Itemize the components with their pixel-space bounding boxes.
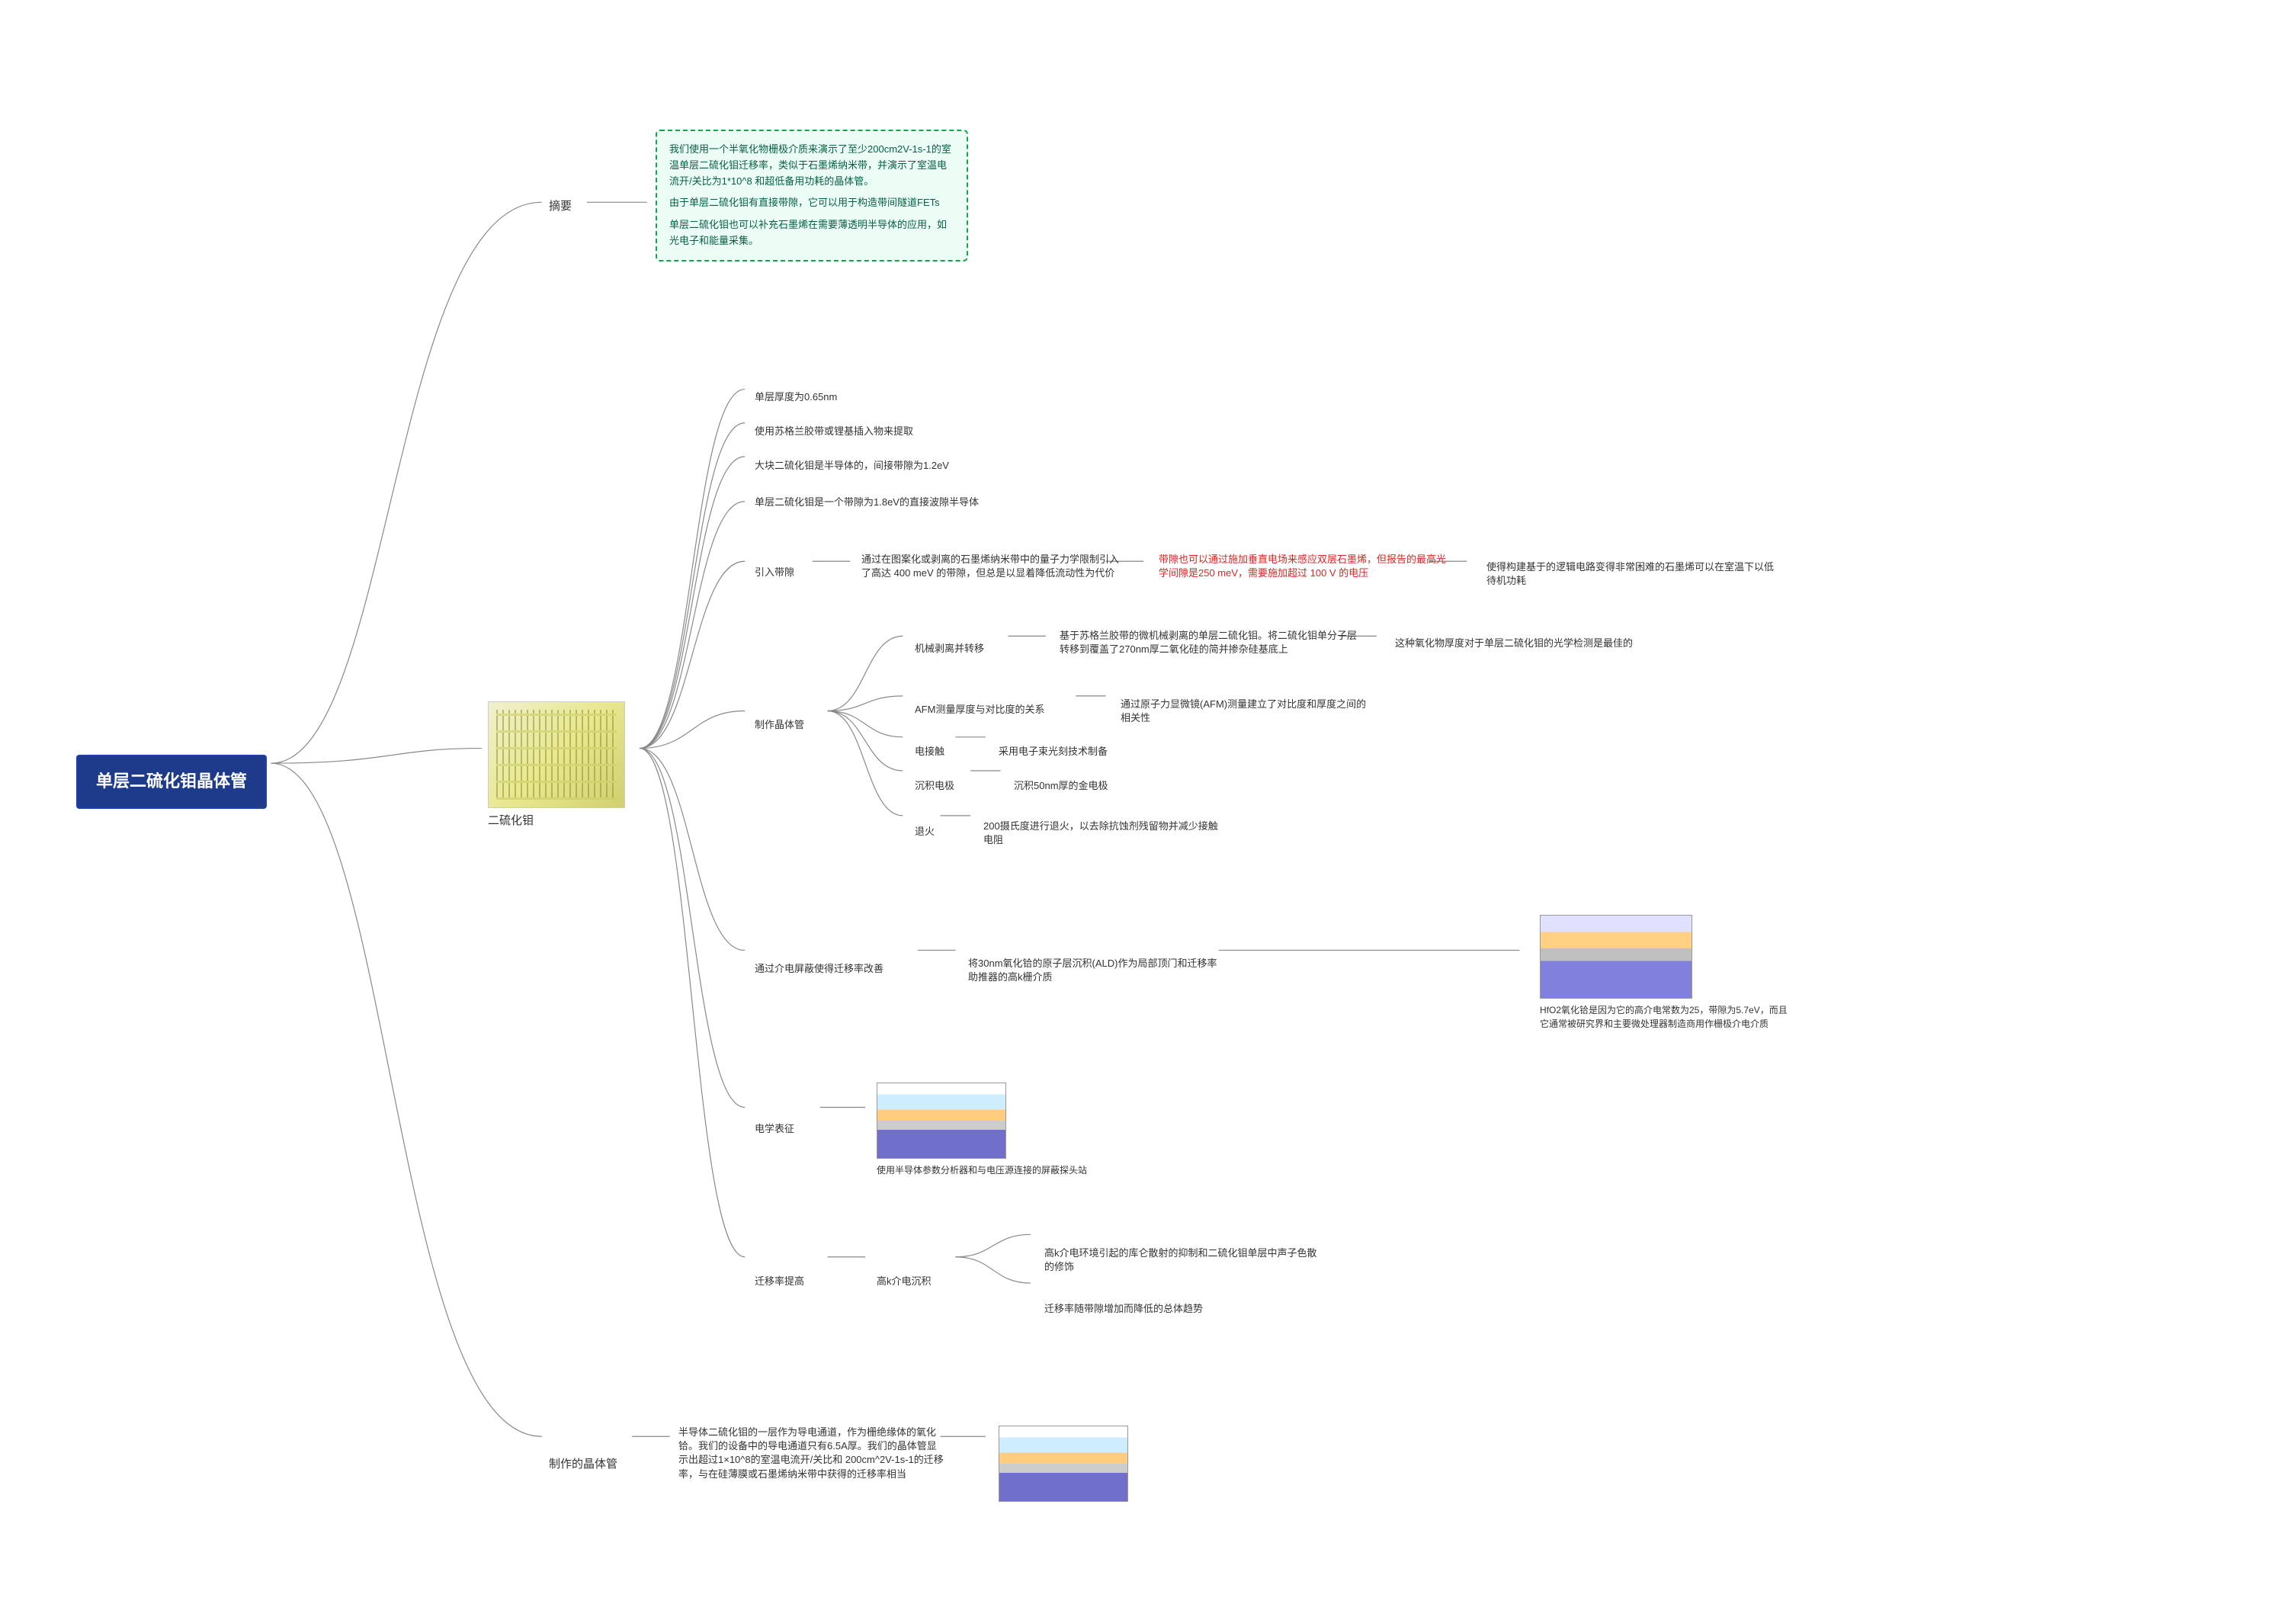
fab-mech-label[interactable]: 机械剥离并转移	[915, 642, 984, 656]
fab-afm-n1: 通过原子力显微镜(AFM)测量建立了对比度和厚度之间的相关性	[1121, 698, 1372, 725]
mos2-structure-image	[488, 701, 625, 808]
fab-contact-label[interactable]: 电接触	[915, 745, 944, 759]
fab-afm-label[interactable]: AFM测量厚度与对比度的关系	[915, 703, 1044, 717]
mos2-label: 二硫化钼	[488, 813, 625, 829]
fab-mech-n1: 基于苏格兰胶带的微机械剥离的单层二硫化钼。将二硫化钼单分子层转移到覆盖了270n…	[1060, 629, 1357, 656]
echar-label[interactable]: 电学表征	[755, 1122, 794, 1136]
mobup-sub[interactable]: 高k介电沉积	[877, 1275, 932, 1288]
mobup-n2: 迁移率随带隙增加而降低的总体趋势	[1044, 1302, 1203, 1316]
abstract-p3: 单层二硫化钼也可以补充石墨烯在需要薄透明半导体的应用，如光电子和能量采集。	[669, 217, 954, 249]
fab-anneal-label[interactable]: 退火	[915, 825, 935, 839]
branch-made[interactable]: 制作的晶体管	[549, 1456, 617, 1472]
device-3d-image	[1540, 915, 1692, 999]
branch-abstract[interactable]: 摘要	[549, 198, 572, 214]
mobility-caption: HfO2氧化铪是因为它的高介电常数为25，带隙为5.7eV，而且它通常被研究界和…	[1540, 1003, 1791, 1031]
fab-electrode-n1: 沉积50nm厚的金电极	[1014, 779, 1108, 793]
mobility-n1: 将30nm氧化铪的原子层沉积(ALD)作为局部顶门和迁移率助推器的高k栅介质	[968, 957, 1220, 984]
fab-mech-n2: 这种氧化物厚度对于单层二硫化钼的光学检测是最佳的	[1395, 637, 1633, 650]
mindmap-root-container: 单层二硫化钼晶体管 摘要 我们使用一个半氧化物栅极介质来演示了至少200cm2V…	[15, 15, 2281, 1605]
abstract-p2: 由于单层二硫化钼有直接带隙，它可以用于构造带间隧道FETs	[669, 195, 954, 211]
gap-n1: 通过在图案化或剥离的石墨烯纳米带中的量子力学限制引入了高达 400 meV 的带…	[861, 553, 1121, 580]
mos2-bulk: 大块二硫化钼是半导体的，间接带隙为1.2eV	[755, 459, 949, 473]
device-cross-section-1	[877, 1083, 1006, 1159]
abstract-label: 摘要	[549, 200, 572, 213]
made-desc: 半导体二硫化钼的一层作为导电通道，作为栅绝缘体的氧化铪。我们的设备中的导电通道只…	[678, 1426, 945, 1481]
abstract-box: 我们使用一个半氧化物栅极介质来演示了至少200cm2V-1s-1的室温单层二硫化…	[656, 130, 968, 261]
mos2-mono: 单层二硫化钼是一个带隙为1.8eV的直接波隙半导体	[755, 496, 979, 509]
fab-contact-n1: 采用电子束光刻技术制备	[999, 745, 1108, 759]
root-node[interactable]: 单层二硫化钼晶体管	[76, 755, 267, 809]
gap-label[interactable]: 引入带隙	[755, 566, 794, 579]
mobup-n1: 高k介电环境引起的库仑散射的抑制和二硫化钼单层中声子色散的修饰	[1044, 1246, 1319, 1274]
root-title: 单层二硫化钼晶体管	[96, 772, 247, 791]
made-label: 制作的晶体管	[549, 1458, 617, 1471]
fab-anneal-n1: 200摄氏度进行退火，以去除抗蚀剂残留物并减少接触电阻	[983, 820, 1227, 847]
echar-figure: 使用半导体参数分析器和与电压源连接的屏蔽探头站	[877, 1083, 1087, 1177]
gap-n3: 使得构建基于的逻辑电路变得非常困难的石墨烯可以在室温下以低待机功耗	[1486, 560, 1776, 588]
fab-electrode-label[interactable]: 沉积电极	[915, 779, 954, 793]
device-cross-section-2	[999, 1426, 1128, 1502]
fab-label[interactable]: 制作晶体管	[755, 718, 804, 732]
branch-mos2[interactable]: 二硫化钼	[488, 701, 625, 829]
echar-caption: 使用半导体参数分析器和与电压源连接的屏蔽探头站	[877, 1163, 1087, 1177]
mobility-label[interactable]: 通过介电屏蔽使得迁移率改善	[755, 962, 883, 976]
mobup-label[interactable]: 迁移率提高	[755, 1275, 804, 1288]
gap-n2: 带隙也可以通过施加垂直电场来感应双层石墨烯，但报告的最高光学间隙是250 meV…	[1159, 553, 1448, 580]
mos2-thickness: 单层厚度为0.65nm	[755, 390, 837, 404]
connector-lines	[15, 15, 2281, 1605]
made-figure	[999, 1426, 1128, 1502]
abstract-p1: 我们使用一个半氧化物栅极介质来演示了至少200cm2V-1s-1的室温单层二硫化…	[669, 142, 954, 189]
mobility-figure: HfO2氧化铪是因为它的高介电常数为25，带隙为5.7eV，而且它通常被研究界和…	[1540, 915, 1791, 1031]
mos2-extract: 使用苏格兰胶带或锂基插入物来提取	[755, 425, 913, 438]
